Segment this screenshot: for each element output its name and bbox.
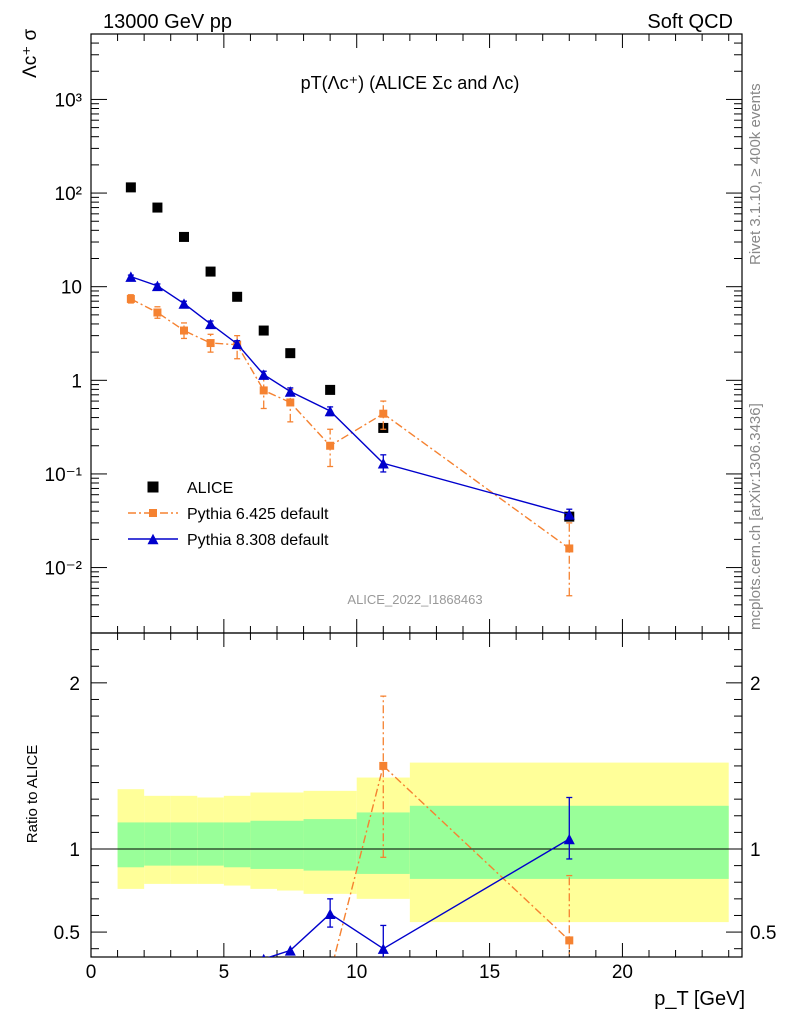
main-s2-point-8 (377, 458, 389, 469)
band-inner-4 (223, 822, 251, 868)
ratio-s0-point-8 (379, 761, 388, 770)
main-s0-point-4 (232, 291, 243, 302)
x-tick-label-0: 0 (86, 962, 97, 983)
y-tick-label-main-4: 10² (55, 184, 82, 205)
main-s2-point-5 (258, 369, 270, 380)
x-tick-label-15: 15 (479, 962, 500, 983)
main-s0-point-7 (325, 384, 336, 395)
main-s2-point-0 (125, 271, 137, 282)
ratio-s0-point-2 (180, 995, 188, 1003)
y-tick-label-main-3: 10 (61, 278, 82, 299)
main-s1-point-3 (206, 339, 215, 348)
ratio-s1-point-2 (179, 978, 190, 988)
main-s0-point-6 (285, 348, 296, 359)
y-tick-label-main-0: 10⁻² (45, 559, 83, 580)
y-tick-label-ratio-r-2: 2 (750, 674, 761, 695)
watermark: ALICE_2022_I1868463 (347, 592, 482, 607)
x-axis-label: p_T [GeV] (654, 988, 745, 1010)
main-s0-point-0 (125, 182, 136, 193)
mcplots-label: mcplots.cern.ch [arXiv:1306.3436] (747, 403, 764, 630)
main-s1-point-0 (126, 294, 135, 303)
main-y-axis-label: Λc⁺ σ (20, 29, 41, 78)
band-inner-6 (277, 820, 304, 869)
ratio-series-group (125, 695, 575, 1009)
main-s1-point-7 (326, 441, 335, 450)
main-s1-point-2 (180, 326, 188, 335)
main-s2-point-7 (324, 405, 336, 417)
ratio-s1-point-1 (152, 986, 163, 996)
main-s0-point-1 (152, 202, 163, 213)
y-tick-label-main-2: 1 (71, 371, 82, 392)
ratio-s0-line (333, 764, 570, 957)
main-s1-point-5 (259, 386, 268, 395)
y-tick-label-ratio-r-0: 0.5 (750, 923, 776, 944)
band-inner-0 (117, 822, 145, 868)
ratio-s1-line (267, 838, 570, 957)
legend-marker-pythia8 (147, 533, 159, 545)
energy-label: 13000 GeV pp (103, 11, 232, 33)
band-inner-3 (197, 822, 224, 866)
ratio-s0-point-7 (326, 970, 334, 978)
main-s1-point-6 (286, 398, 295, 407)
ratio-s0-point-3 (207, 983, 215, 991)
process-label: Soft QCD (647, 11, 733, 33)
axes: 0 5 10 15 20 10⁻² 10⁻¹ 1 10 10² 10³ 0.5 0.5 1 1 2 2 (45, 33, 776, 983)
ratio-s1-point-9 (563, 833, 575, 845)
ratio-s0-point-6 (286, 961, 294, 969)
rivet-version-label: Rivet 3.1.10, ≥ 400k events (747, 83, 764, 265)
main-s0-point-3 (205, 266, 216, 277)
ratio-s1-point-5 (262, 953, 266, 957)
ratio-s1-point-8 (377, 943, 389, 954)
ratio-plot-frame (90, 632, 743, 958)
main-s0-point-2 (179, 231, 189, 242)
ratio-s0-point-5 (260, 973, 268, 981)
main-s1-point-9 (565, 544, 574, 553)
ratio-s0-point-9 (565, 936, 574, 945)
main-s2-point-3 (205, 318, 217, 330)
main-s2-line (130, 275, 570, 516)
band-inner-2 (170, 822, 198, 866)
plot-title: pT(Λc⁺) (ALICE Σc and Λc) (301, 73, 520, 93)
band-inner-7 (303, 819, 357, 871)
y-tick-label-ratio-l-1: 1 (69, 840, 80, 861)
ratio-s0-point-1 (153, 999, 161, 1007)
legend: ALICE Pythia 6.425 default Pythia 8.308 de… (128, 480, 329, 549)
legend-marker-alice (147, 481, 159, 493)
y-tick-label-ratio-l-0: 0.5 (54, 923, 80, 944)
main-s2-point-2 (178, 298, 190, 309)
ratio-y-axis-label: Ratio to ALICE (24, 745, 41, 843)
ratio-s1-point-7 (324, 908, 336, 920)
main-series-group (125, 182, 575, 597)
x-tick-label-5: 5 (219, 962, 230, 983)
legend-marker-pythia6 (149, 509, 157, 517)
data-series (125, 182, 575, 1009)
y-tick-label-main-1: 10⁻¹ (45, 465, 83, 486)
ratio-s1-point-0 (125, 992, 136, 1002)
main-s2-point-1 (151, 280, 163, 292)
legend-label-0: ALICE (187, 480, 233, 497)
band-inner-1 (144, 822, 171, 866)
ratio-uncertainty-bands (117, 762, 729, 923)
legend-label-2: Pythia 8.308 default (187, 532, 329, 549)
x-tick-label-20: 20 (612, 962, 633, 983)
main-s2-point-9 (563, 509, 575, 520)
ratio-s1-point-4 (232, 958, 243, 968)
main-s0-point-5 (258, 325, 269, 336)
y-tick-label-ratio-r-1: 1 (750, 840, 761, 861)
x-tick-label-10: 10 (346, 962, 367, 983)
y-tick-label-main-5: 10³ (55, 90, 82, 111)
y-tick-label-ratio-l-2: 2 (69, 674, 80, 695)
ratio-s0-point-4 (233, 960, 241, 968)
band-inner-5 (250, 820, 277, 869)
main-s1-point-8 (379, 409, 388, 418)
main-s2-point-4 (231, 338, 243, 350)
ratio-s1-point-6 (284, 945, 296, 956)
main-s2-point-6 (284, 386, 296, 397)
main-s1-point-1 (153, 308, 162, 317)
main-s1-line (130, 298, 570, 550)
legend-label-1: Pythia 6.425 default (187, 506, 329, 523)
ratio-s1-point-3 (205, 964, 216, 974)
ratio-s0-point-0 (127, 1001, 135, 1009)
